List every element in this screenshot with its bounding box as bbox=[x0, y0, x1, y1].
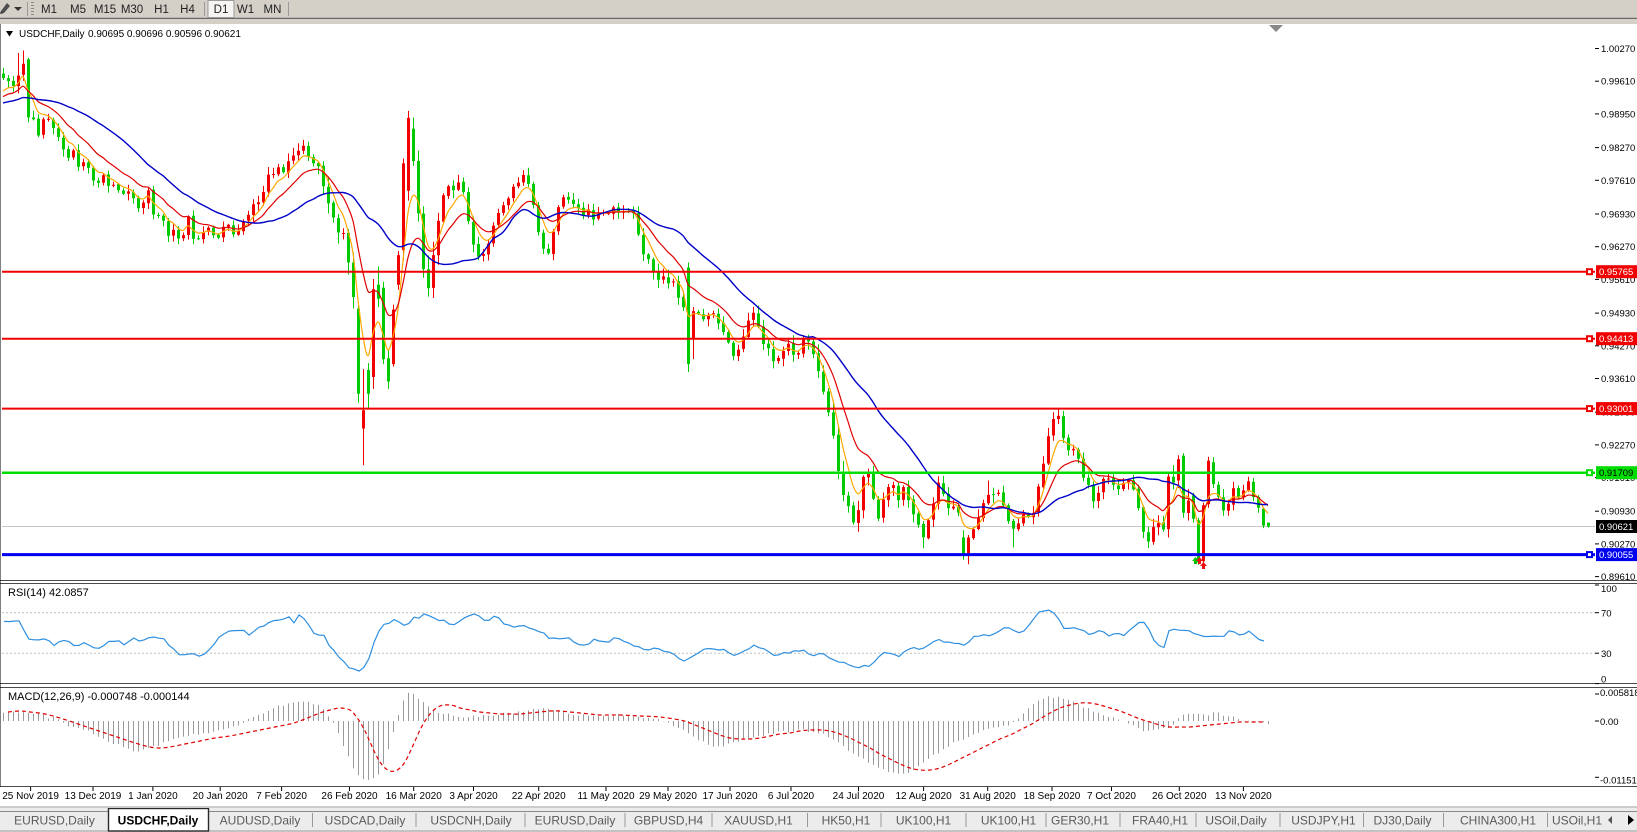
svg-text:100: 100 bbox=[1601, 584, 1617, 595]
svg-text:UK100,H1: UK100,H1 bbox=[896, 814, 952, 828]
svg-text:0.91709: 0.91709 bbox=[1599, 468, 1633, 479]
svg-text:26 Feb 2020: 26 Feb 2020 bbox=[321, 791, 378, 802]
svg-text:USDCAD,Daily: USDCAD,Daily bbox=[325, 814, 406, 828]
svg-text:0.93610: 0.93610 bbox=[1601, 374, 1635, 385]
svg-text:W1: W1 bbox=[237, 4, 254, 16]
svg-text:3 Apr 2020: 3 Apr 2020 bbox=[449, 791, 498, 802]
svg-text:26 Oct 2020: 26 Oct 2020 bbox=[1152, 791, 1207, 802]
svg-text:DJ30,Daily: DJ30,Daily bbox=[1373, 814, 1431, 828]
svg-text:18 Sep 2020: 18 Sep 2020 bbox=[1024, 791, 1081, 802]
svg-text:USDCNH,Daily: USDCNH,Daily bbox=[430, 814, 511, 828]
svg-text:0.00: 0.00 bbox=[1600, 717, 1619, 728]
svg-text:0.99610: 0.99610 bbox=[1601, 77, 1635, 88]
svg-text:D1: D1 bbox=[214, 4, 229, 16]
svg-text:0.89610: 0.89610 bbox=[1601, 572, 1635, 583]
svg-text:USDCHF,Daily: USDCHF,Daily bbox=[118, 814, 199, 828]
svg-text:0.96270: 0.96270 bbox=[1601, 242, 1635, 253]
svg-text:22 Apr 2020: 22 Apr 2020 bbox=[512, 791, 566, 802]
svg-text:0.98950: 0.98950 bbox=[1601, 109, 1635, 120]
svg-text:0.92270: 0.92270 bbox=[1601, 440, 1635, 451]
svg-text:0.90621: 0.90621 bbox=[1599, 522, 1633, 533]
svg-text:6 Jul 2020: 6 Jul 2020 bbox=[768, 791, 815, 802]
svg-text:H1: H1 bbox=[154, 4, 169, 16]
svg-text:-0.011514: -0.011514 bbox=[1600, 775, 1637, 786]
svg-text:GBPUSD,H4: GBPUSD,H4 bbox=[634, 814, 704, 828]
svg-text:USOil,H1: USOil,H1 bbox=[1552, 814, 1602, 828]
svg-text:USDCHF,Daily: USDCHF,Daily bbox=[19, 29, 85, 40]
svg-text:30: 30 bbox=[1601, 649, 1612, 660]
svg-text:XAUUSD,H1: XAUUSD,H1 bbox=[724, 814, 793, 828]
svg-text:29 May 2020: 29 May 2020 bbox=[639, 791, 697, 802]
svg-text:EURUSD,Daily: EURUSD,Daily bbox=[535, 814, 616, 828]
svg-text:0.005818: 0.005818 bbox=[1600, 688, 1637, 699]
svg-text:M1: M1 bbox=[41, 4, 57, 16]
svg-text:24 Jul 2020: 24 Jul 2020 bbox=[833, 791, 885, 802]
svg-text:0.90270: 0.90270 bbox=[1601, 539, 1635, 550]
svg-text:M30: M30 bbox=[121, 4, 143, 16]
svg-text:MN: MN bbox=[264, 4, 282, 16]
svg-text:USOil,Daily: USOil,Daily bbox=[1205, 814, 1266, 828]
svg-text:12 Aug 2020: 12 Aug 2020 bbox=[896, 791, 953, 802]
svg-text:0.94270: 0.94270 bbox=[1601, 341, 1635, 352]
svg-text:1.00270: 1.00270 bbox=[1601, 44, 1635, 55]
svg-text:13 Nov 2020: 13 Nov 2020 bbox=[1215, 791, 1272, 802]
svg-text:0.90055: 0.90055 bbox=[1599, 550, 1633, 561]
svg-text:M5: M5 bbox=[70, 4, 86, 16]
svg-text:RSI(14) 42.0857: RSI(14) 42.0857 bbox=[8, 587, 89, 599]
svg-text:0.94413: 0.94413 bbox=[1599, 334, 1633, 345]
svg-text:MACD(12,26,9) -0.000748 -0.000: MACD(12,26,9) -0.000748 -0.000144 bbox=[8, 691, 190, 703]
svg-text:M15: M15 bbox=[94, 4, 116, 16]
svg-text:25 Nov 2019: 25 Nov 2019 bbox=[2, 791, 59, 802]
svg-text:AUDUSD,Daily: AUDUSD,Daily bbox=[220, 814, 301, 828]
svg-text:0.93001: 0.93001 bbox=[1599, 404, 1633, 415]
svg-text:1 Jan 2020: 1 Jan 2020 bbox=[128, 791, 178, 802]
svg-text:7 Oct 2020: 7 Oct 2020 bbox=[1087, 791, 1136, 802]
svg-text:EURUSD,Daily: EURUSD,Daily bbox=[14, 814, 95, 828]
svg-text:20 Jan 2020: 20 Jan 2020 bbox=[193, 791, 248, 802]
svg-text:HK50,H1: HK50,H1 bbox=[822, 814, 871, 828]
svg-text:0.95610: 0.95610 bbox=[1601, 275, 1635, 286]
svg-text:USDJPY,H1: USDJPY,H1 bbox=[1291, 814, 1356, 828]
svg-text:0.90930: 0.90930 bbox=[1601, 507, 1635, 518]
svg-text:H4: H4 bbox=[180, 4, 195, 16]
svg-text:GER30,H1: GER30,H1 bbox=[1051, 814, 1109, 828]
svg-text:16 Mar 2020: 16 Mar 2020 bbox=[386, 791, 443, 802]
svg-text:0: 0 bbox=[1601, 675, 1606, 686]
svg-text:UK100,H1: UK100,H1 bbox=[981, 814, 1037, 828]
svg-text:0.94930: 0.94930 bbox=[1601, 309, 1635, 320]
svg-text:11 May 2020: 11 May 2020 bbox=[577, 791, 635, 802]
svg-text:0.90695 0.90696 0.90596 0.9062: 0.90695 0.90696 0.90596 0.90621 bbox=[88, 29, 241, 40]
svg-text:FRA40,H1: FRA40,H1 bbox=[1132, 814, 1188, 828]
svg-text:0.95765: 0.95765 bbox=[1599, 267, 1633, 278]
svg-text:70: 70 bbox=[1601, 609, 1612, 620]
svg-text:13 Dec 2019: 13 Dec 2019 bbox=[65, 791, 122, 802]
svg-text:0.96930: 0.96930 bbox=[1601, 210, 1635, 221]
svg-text:0.98270: 0.98270 bbox=[1601, 143, 1635, 154]
svg-text:17 Jun 2020: 17 Jun 2020 bbox=[702, 791, 757, 802]
svg-text:31 Aug 2020: 31 Aug 2020 bbox=[960, 791, 1017, 802]
svg-text:7 Feb 2020: 7 Feb 2020 bbox=[256, 791, 307, 802]
svg-text:CHINA300,H1: CHINA300,H1 bbox=[1460, 814, 1536, 828]
svg-text:0.97610: 0.97610 bbox=[1601, 176, 1635, 187]
